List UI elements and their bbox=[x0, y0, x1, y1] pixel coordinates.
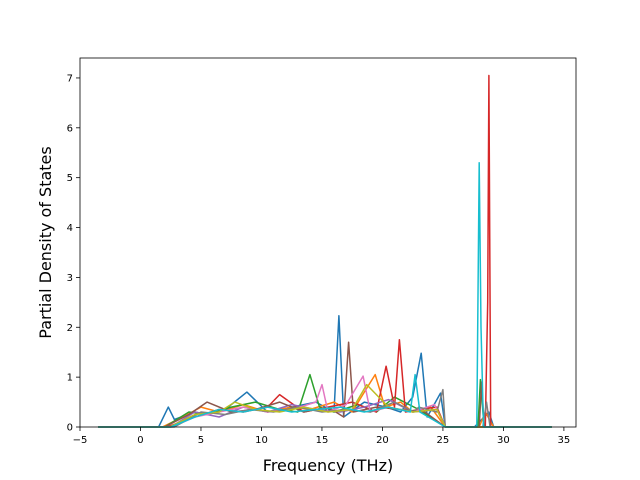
pdos-series-line bbox=[98, 74, 552, 428]
x-axis: −5 0 5 10 15 20 25 30 35 bbox=[73, 427, 571, 446]
y-tick-label: 0 bbox=[67, 423, 73, 434]
x-axis-label: Frequency (THz) bbox=[263, 456, 393, 475]
y-tick-label: 1 bbox=[67, 373, 73, 384]
y-tick-label: 2 bbox=[67, 323, 73, 334]
x-tick-label: 0 bbox=[137, 435, 143, 446]
x-tick-label: 35 bbox=[558, 435, 571, 446]
y-tick-label: 4 bbox=[67, 223, 73, 234]
x-tick-label: 30 bbox=[497, 435, 510, 446]
x-tick-label: 5 bbox=[198, 435, 204, 446]
x-tick-label: 25 bbox=[437, 435, 450, 446]
y-tick-label: 5 bbox=[67, 173, 73, 184]
y-axis-label: Partial Density of States bbox=[36, 146, 55, 338]
plot-frame bbox=[79, 57, 577, 428]
y-tick-label: 6 bbox=[67, 123, 73, 134]
y-tick-label: 3 bbox=[67, 273, 73, 284]
series-layer bbox=[98, 74, 552, 428]
x-tick-label: 15 bbox=[316, 435, 329, 446]
x-tick-label: −5 bbox=[73, 435, 88, 446]
x-tick-label: 10 bbox=[255, 435, 268, 446]
y-axis: 0 1 2 3 4 5 6 7 bbox=[67, 73, 80, 434]
x-tick-label: 20 bbox=[376, 435, 389, 446]
y-tick-label: 7 bbox=[67, 73, 73, 84]
pdos-series-line bbox=[98, 161, 552, 428]
